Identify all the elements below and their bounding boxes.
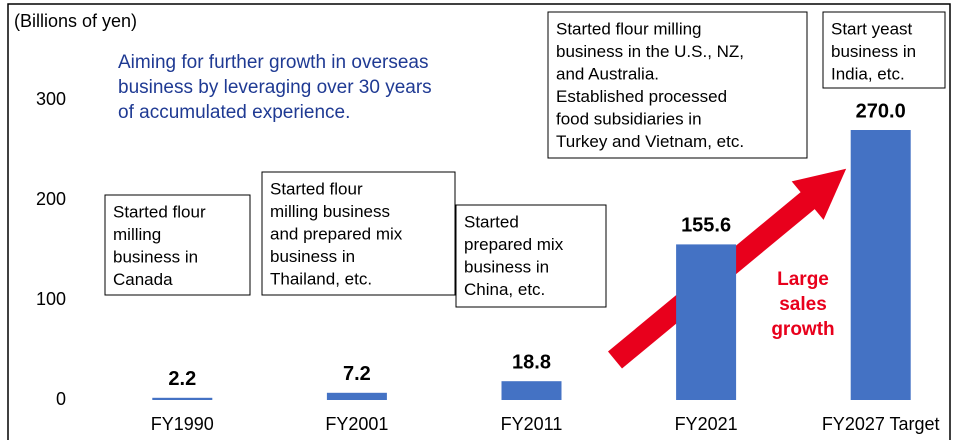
annotation-text: milling: [113, 225, 161, 244]
annotation-text: business in: [270, 247, 355, 266]
y-tick-label: 100: [36, 289, 66, 309]
bar: [501, 381, 562, 400]
x-tick-label: FY2001: [325, 414, 388, 434]
annotation-text: Started flour: [113, 202, 206, 221]
annotation-box: [547, 11, 808, 159]
arrow-text: Large: [777, 269, 829, 290]
arrow-text: growth: [771, 319, 834, 340]
annotation-text: Started flour: [270, 179, 363, 198]
subtitle: of accumulated experience.: [118, 102, 350, 123]
y-tick-label: 200: [36, 189, 66, 209]
annotation-box: [104, 194, 251, 296]
annotation-text: Turkey and Vietnam, etc.: [556, 132, 744, 151]
value-label: 2.2: [168, 368, 196, 390]
frame: [7, 3, 951, 440]
annotation-text: and Australia.: [556, 64, 659, 83]
value-label: 270.0: [856, 100, 906, 122]
annotation-text: food subsidiaries in: [556, 109, 702, 128]
annotation-box: [261, 171, 456, 296]
subtitle: Aiming for further growth in overseas: [118, 52, 428, 73]
annotation-text: Established processed: [556, 87, 727, 106]
annotation-text: business in: [831, 42, 916, 61]
annotation-text: and prepared mix: [270, 224, 403, 243]
value-label: 7.2: [343, 363, 371, 385]
value-label: 18.8: [512, 351, 551, 373]
arrow-text: sales: [779, 294, 827, 315]
annotation-text: China, etc.: [464, 280, 545, 299]
annotation-text: Started flour milling: [556, 19, 702, 38]
annotation-text: India, etc.: [831, 64, 905, 83]
annotation-text: milling business: [270, 202, 390, 221]
y-tick-label: 0: [56, 389, 66, 409]
annotation-text: business in the U.S., NZ,: [556, 42, 744, 61]
y-axis-label: (Billions of yen): [14, 11, 137, 31]
annotation-text: Start yeast: [831, 19, 913, 38]
bar: [326, 392, 387, 400]
x-tick-label: FY2027 Target: [822, 414, 940, 434]
subtitle: business by leveraging over 30 years: [118, 77, 432, 98]
x-tick-label: FY2011: [501, 414, 563, 434]
y-tick-label: 300: [36, 89, 66, 109]
x-tick-label: FY2021: [675, 414, 738, 434]
annotation-text: Canada: [113, 270, 173, 289]
annotation-text: prepared mix: [464, 235, 564, 254]
annotation-box: [822, 11, 946, 89]
bar: [152, 397, 213, 400]
x-tick-label: FY1990: [151, 414, 214, 434]
bar: [676, 244, 737, 400]
annotation-text: Started: [464, 212, 519, 231]
bar: [850, 130, 911, 400]
annotation-text: Thailand, etc.: [270, 269, 372, 288]
annotation-text: business in: [113, 247, 198, 266]
annotation-text: business in: [464, 257, 549, 276]
annotation-box: [455, 204, 607, 308]
value-label: 155.6: [681, 215, 731, 237]
